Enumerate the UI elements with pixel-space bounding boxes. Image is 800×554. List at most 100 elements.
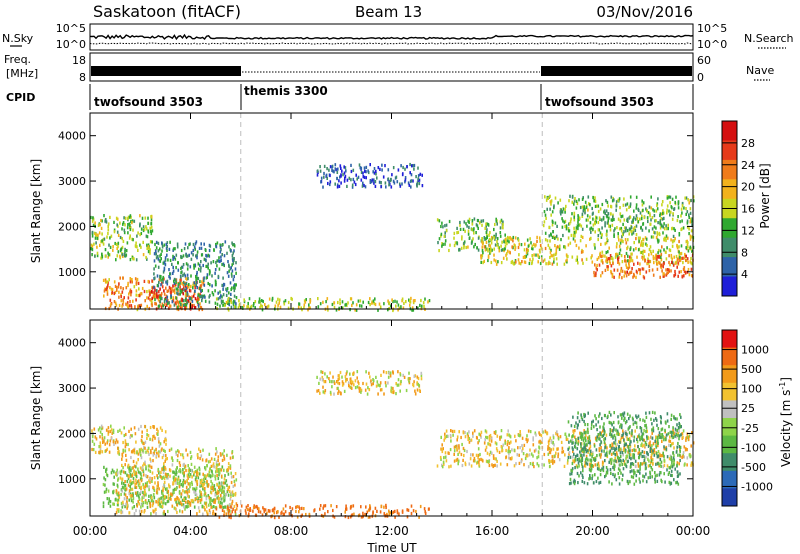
scatter-cell — [552, 447, 555, 451]
scatter-cell — [214, 283, 217, 287]
scatter-cell — [565, 224, 568, 228]
scatter-cell — [353, 383, 355, 387]
scatter-cell — [132, 496, 135, 501]
scatter-cell — [502, 220, 504, 224]
scatter-cell — [562, 207, 565, 211]
scatter-cell — [441, 447, 443, 452]
scatter-cell — [235, 478, 238, 482]
scatter-cell — [142, 253, 145, 257]
scatter-cell — [572, 480, 575, 484]
scatter-cell — [598, 263, 601, 267]
scatter-cell — [441, 221, 443, 225]
scatter-cell — [122, 298, 124, 302]
scatter-cell — [186, 489, 188, 493]
scatter-cell — [127, 463, 130, 467]
scatter-cell — [558, 458, 561, 462]
scatter-cell — [619, 451, 622, 455]
scatter-cell — [174, 498, 176, 502]
scatter-cell — [650, 252, 653, 256]
scatter-cell — [105, 468, 107, 472]
scatter-cell — [195, 280, 198, 284]
scatter-cell — [211, 291, 214, 295]
scatter-cell — [190, 469, 193, 473]
scatter-cell — [571, 255, 574, 259]
scatter-cell — [526, 247, 528, 251]
scatter-cell — [235, 296, 238, 300]
scatter-cell — [199, 279, 201, 284]
scatter-cell — [647, 259, 649, 263]
scatter-cell — [659, 454, 662, 458]
scatter-cell — [630, 230, 633, 234]
scatter-cell — [117, 446, 119, 450]
scatter-cell — [184, 274, 187, 278]
scatter-cell — [113, 230, 116, 234]
scatter-cell — [167, 509, 169, 514]
scatter-cell — [554, 236, 557, 240]
scatter-cell — [158, 440, 160, 444]
scatter-cell — [201, 299, 203, 303]
scatter-cell — [496, 239, 498, 243]
scatter-cell — [122, 276, 124, 280]
scatter-cell — [147, 446, 150, 451]
scatter-cell — [674, 228, 676, 232]
scatter-cell — [340, 181, 342, 185]
scatter-cell — [183, 462, 185, 466]
scatter-cell — [105, 218, 107, 222]
scatter-cell — [685, 196, 688, 200]
scatter-cell — [196, 253, 198, 257]
scatter-cell — [270, 515, 272, 519]
scatter-cell — [626, 217, 629, 221]
scatter-cell — [544, 231, 547, 235]
scatter-cell — [142, 495, 144, 499]
scatter-cell — [146, 243, 148, 247]
scatter-cell — [216, 450, 218, 454]
scatter-cell — [609, 443, 612, 448]
scatter-cell — [648, 442, 650, 446]
scatter-cell — [546, 195, 549, 200]
scatter-cell — [180, 290, 183, 294]
scatter-cell — [626, 270, 628, 274]
scatter-cell — [105, 490, 107, 494]
scatter-cell — [222, 287, 224, 291]
scatter-cell — [160, 475, 162, 479]
scatter-cell — [611, 444, 614, 448]
scatter-cell — [208, 508, 211, 512]
scatter-cell — [602, 261, 604, 265]
scatter-cell — [601, 250, 604, 254]
scatter-cell — [612, 420, 615, 425]
scatter-cell — [140, 438, 143, 442]
scatter-cell — [192, 242, 195, 247]
scatter-cell — [165, 487, 167, 491]
scatter-cell — [93, 242, 95, 246]
scatter-cell — [301, 513, 303, 517]
scatter-cell — [417, 376, 420, 381]
scatter-cell — [579, 435, 582, 439]
scatter-cell — [463, 220, 466, 224]
scatter-cell — [645, 455, 647, 459]
scatter-cell — [220, 493, 222, 497]
scatter-cell — [351, 303, 353, 307]
scatter-cell — [206, 275, 208, 279]
scatter-cell — [589, 453, 591, 457]
scatter-cell — [372, 382, 374, 386]
scatter-cell — [440, 457, 442, 461]
scatter-cell — [373, 171, 376, 175]
scatter-cell — [132, 450, 134, 454]
scatter-cell — [343, 171, 346, 175]
scatter-cell — [129, 226, 132, 230]
scatter-cell — [379, 384, 381, 388]
scatter-cell — [114, 284, 117, 288]
scatter-cell — [161, 297, 163, 301]
scatter-cell — [663, 227, 666, 231]
scatter-cell — [155, 500, 157, 504]
scatter-cell — [401, 297, 404, 301]
scatter-cell — [142, 464, 144, 468]
scatter-cell — [554, 252, 557, 256]
scatter-cell — [489, 250, 492, 254]
scatter-cell — [386, 512, 388, 516]
scatter-cell — [444, 231, 446, 235]
scatter-cell — [313, 509, 315, 513]
scatter-cell — [162, 261, 165, 265]
scatter-cell — [549, 250, 552, 254]
scatter-cell — [362, 181, 364, 185]
